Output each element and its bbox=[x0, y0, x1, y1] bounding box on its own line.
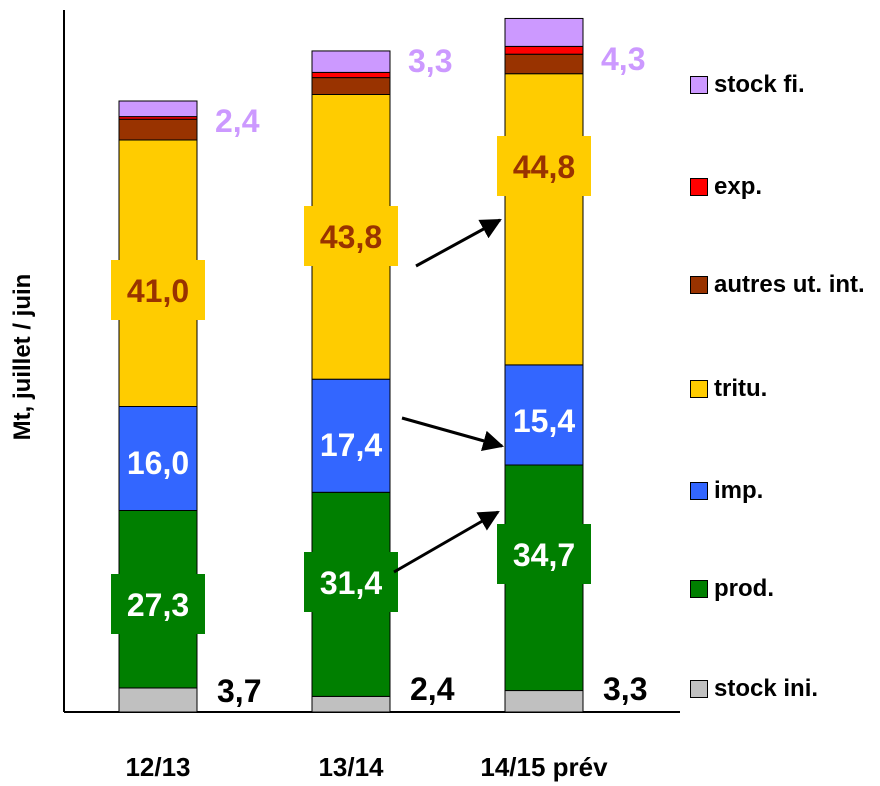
legend-label-imp: imp. bbox=[714, 477, 764, 504]
bar-autres-ut-int-1 bbox=[118, 118, 198, 141]
label-stock-fi-3: 4,3 bbox=[601, 41, 645, 77]
arrow-prod bbox=[393, 510, 500, 574]
bar-imp-1 bbox=[118, 406, 198, 511]
label-tritu-2-background bbox=[304, 206, 398, 266]
label-prod-2: 31,4 bbox=[320, 565, 382, 601]
x-tick-labels: 12/13 13/14 14/15 prév bbox=[125, 752, 608, 782]
bar-stock-fi-2 bbox=[311, 50, 391, 73]
label-prod-3-background bbox=[497, 524, 591, 584]
label-stock-fi-2: 3,3 bbox=[408, 43, 452, 79]
label-imp-3: 15,4 bbox=[513, 403, 575, 439]
label-stock-ini-1: 3,7 bbox=[217, 673, 261, 709]
legend-item-autres: autres ut. int. bbox=[690, 270, 874, 300]
bar-stock-ini-3 bbox=[504, 690, 584, 713]
legend-label-stock-ini: stock ini. bbox=[714, 675, 819, 702]
bar-tritu-3 bbox=[504, 73, 584, 366]
bar-stock-fi-1 bbox=[118, 100, 198, 118]
legend-swatch-tritu bbox=[690, 380, 708, 398]
legend-label-prod: prod. bbox=[714, 575, 774, 602]
bar-exp-3 bbox=[504, 45, 584, 55]
label-tritu-1: 41,0 bbox=[127, 273, 189, 309]
legend-label-autres: autres ut. int. bbox=[714, 271, 865, 298]
legend-label-stock-fi: stock fi. bbox=[714, 71, 805, 98]
label-tritu-1-background bbox=[111, 260, 205, 320]
label-imp-1: 16,0 bbox=[127, 445, 189, 481]
legend-label-tritu: tritu. bbox=[714, 375, 768, 402]
label-prod-1-background bbox=[111, 574, 205, 634]
label-tritu-3-background bbox=[497, 136, 591, 196]
label-tritu-3: 44,8 bbox=[513, 149, 575, 185]
legend-item-stock-fi: stock fi. bbox=[690, 70, 874, 100]
legend-swatch-imp bbox=[690, 482, 708, 500]
label-stock-ini-2: 2,4 bbox=[410, 671, 455, 707]
bar-autres-ut-int-2 bbox=[311, 77, 391, 95]
bar-stock-ini-1 bbox=[118, 687, 198, 713]
legend-item-imp: imp. bbox=[690, 476, 874, 506]
label-imp-2: 17,4 bbox=[320, 427, 382, 463]
label-stock-fi-1: 2,4 bbox=[215, 103, 260, 139]
label-tritu-2: 43,8 bbox=[320, 219, 382, 255]
x-tick-label-3: 14/15 prév bbox=[480, 752, 608, 782]
legend-swatch-stock-ini bbox=[690, 680, 708, 698]
legend-swatch-stock-fi bbox=[690, 76, 708, 94]
legend-swatch-prod bbox=[690, 580, 708, 598]
legend-item-prod: prod. bbox=[690, 574, 874, 604]
label-stock-ini-3: 3,3 bbox=[603, 671, 647, 707]
legend-swatch-autres bbox=[690, 276, 708, 294]
bar-exp-2 bbox=[311, 71, 391, 79]
data-labels: 3,7 27,3 16,0 41,0 2,4 2,4 31,4 17,4 43,8 3,3 3,3 3… bbox=[111, 41, 647, 709]
label-prod-1: 27,3 bbox=[127, 587, 189, 623]
legend-label-exp: exp. bbox=[714, 173, 763, 200]
arrow-tritu bbox=[415, 218, 502, 268]
legend-item-exp: exp. bbox=[690, 172, 874, 202]
arrow-imp bbox=[401, 416, 505, 452]
x-tick-label-1: 12/13 bbox=[125, 752, 190, 782]
bar-autres-ut-int-3 bbox=[504, 53, 584, 75]
legend-item-stock-ini: stock ini. bbox=[690, 674, 874, 704]
comparison-arrows bbox=[393, 218, 505, 574]
bar-stock-fi-3 bbox=[504, 17, 584, 47]
label-prod-3: 34,7 bbox=[513, 537, 575, 573]
bar-imp-3 bbox=[504, 364, 584, 466]
legend-item-tritu: tritu. bbox=[690, 374, 874, 404]
bar-imp-2 bbox=[311, 378, 391, 493]
x-tick-label-2: 13/14 bbox=[318, 752, 384, 782]
label-prod-2-background bbox=[304, 552, 398, 612]
y-axis-title: Mt, juillet / juin bbox=[9, 273, 36, 441]
legend-swatch-exp bbox=[690, 178, 708, 196]
bar-stock-ini-2 bbox=[311, 695, 391, 713]
